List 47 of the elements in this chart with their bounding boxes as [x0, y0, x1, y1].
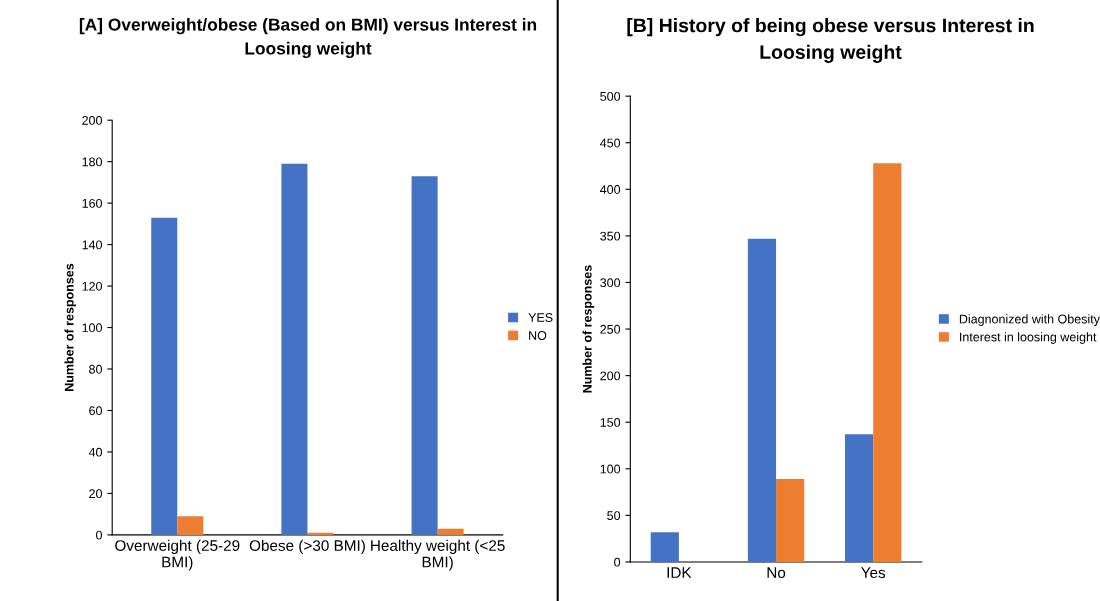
bar	[307, 532, 334, 535]
legend-label: YES	[528, 313, 553, 322]
legend-label: Diagnonized with Obesity	[959, 314, 1100, 326]
bar	[177, 516, 204, 535]
y-tick-label: 450	[600, 138, 621, 148]
y-tick-label: 120	[82, 281, 102, 291]
bar	[411, 176, 438, 535]
x-tick-label: Yes	[861, 567, 886, 579]
bar	[281, 163, 308, 535]
y-tick-label: 300	[600, 278, 621, 288]
bar	[845, 434, 874, 562]
x-tick-label: Overweight (25-29 BMI)	[115, 539, 240, 571]
y-axis-title: Number of responses	[64, 263, 77, 391]
bar	[650, 532, 679, 562]
x-tick-label: Healthy weight (<25 BMI)	[371, 539, 505, 571]
y-tick-label: 250	[600, 324, 621, 334]
x-tick-label: No	[767, 567, 786, 579]
bar	[747, 238, 777, 562]
y-tick-label: 80	[89, 364, 102, 374]
y-tick-label: 100	[600, 464, 621, 474]
y-tick-label: 20	[89, 489, 102, 499]
bar	[437, 528, 464, 535]
bar	[776, 479, 805, 562]
y-tick-label: 350	[600, 231, 621, 241]
bar	[873, 163, 902, 562]
y-tick-label: 160	[82, 198, 102, 208]
x-tick-label: IDK	[667, 567, 692, 578]
y-tick-label: 40	[88, 447, 102, 457]
y-tick-label: 200	[82, 116, 102, 125]
chart-title: [A] Overweight/obese (Based on BMI) versus Interest in Loosing weight	[79, 18, 537, 59]
y-tick-label: 50	[607, 511, 621, 521]
y-tick-label: 400	[600, 185, 621, 194]
y-tick-label: 180	[82, 157, 102, 167]
y-axis-title: Number of responses	[582, 265, 595, 393]
y-tick-label: 0	[96, 530, 102, 540]
y-tick-label: 140	[82, 240, 102, 250]
chart-title: [B] History of being obese versus Interest in Loosing weight	[627, 18, 1034, 63]
y-tick-label: 60	[89, 406, 102, 416]
y-tick-label: 150	[600, 418, 621, 427]
y-tick-label: 200	[600, 371, 621, 381]
y-tick-label: 100	[82, 323, 102, 333]
legend-label: NO	[529, 331, 547, 340]
y-tick-label: 500	[600, 91, 621, 101]
bar	[151, 217, 178, 535]
x-tick-label: Obese (>30 BMI)	[249, 539, 365, 554]
legend-label: Interest in loosing weight	[960, 332, 1097, 344]
y-tick-label: 0	[614, 557, 621, 567]
